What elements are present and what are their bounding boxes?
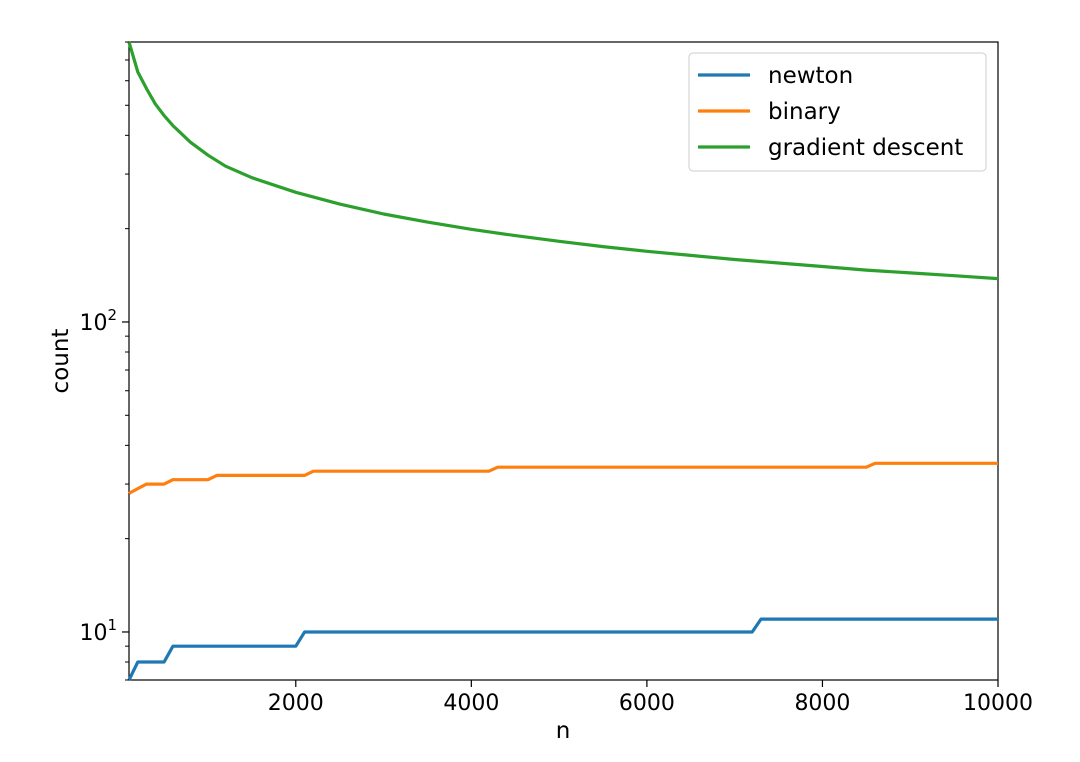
legend-label-2: gradient descent — [768, 135, 963, 161]
series-line-1 — [128, 461, 998, 495]
series-line-2 — [127, 41, 999, 281]
legend-box — [688, 52, 987, 172]
series-layer — [127, 41, 999, 681]
x-tick-label-4: 10000 — [963, 691, 1033, 716]
legend-label-1: binary — [768, 99, 841, 125]
y-tick-label-1: 102 — [79, 306, 117, 336]
x-axis-title: n — [556, 718, 571, 744]
y-tick-label-0: 101 — [79, 616, 117, 646]
x-tick-label-0: 2000 — [268, 691, 324, 716]
x-tick-label-1: 4000 — [443, 691, 499, 716]
series-line-0 — [127, 617, 998, 681]
x-tick-label-3: 8000 — [794, 691, 850, 716]
ticks-layer: 2000 4000 6000 8000 10000 101 102 — [79, 41, 1033, 716]
x-tick-label-2: 6000 — [619, 691, 675, 716]
y-axis-title: count — [48, 329, 74, 394]
legend: newton binary gradient descent — [688, 52, 987, 172]
legend-label-0: newton — [768, 63, 853, 89]
plot-frame — [128, 41, 999, 681]
